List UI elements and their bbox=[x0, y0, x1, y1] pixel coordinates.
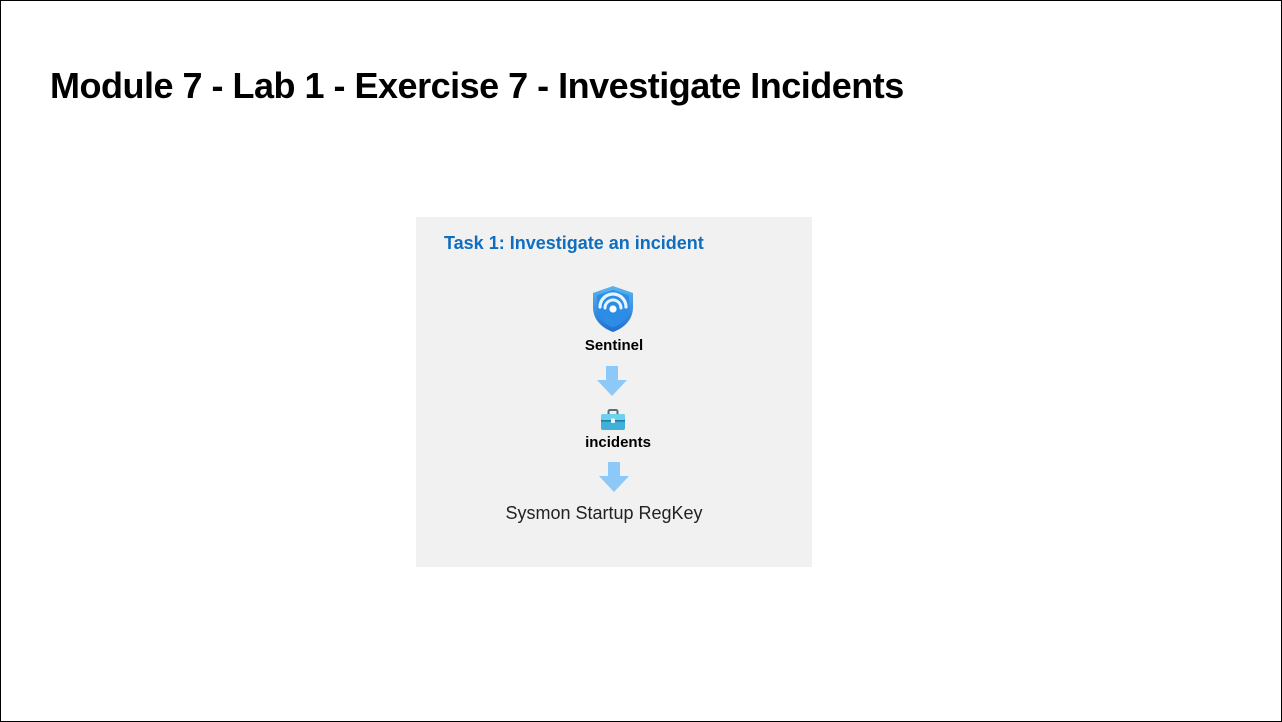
briefcase-icon bbox=[601, 409, 625, 430]
slide-title: Module 7 - Lab 1 - Exercise 7 - Investig… bbox=[50, 65, 904, 106]
incidents-label: incidents bbox=[585, 434, 651, 451]
task-panel: Task 1: Investigate an incident Sentinel bbox=[416, 217, 812, 567]
result-label: Sysmon Startup RegKey bbox=[505, 503, 703, 523]
sentinel-shield-icon bbox=[593, 286, 633, 332]
sentinel-label: Sentinel bbox=[584, 337, 644, 354]
task-title: Task 1: Investigate an incident bbox=[444, 233, 704, 253]
down-arrow-icon bbox=[599, 462, 629, 492]
down-arrow-icon bbox=[597, 366, 627, 396]
